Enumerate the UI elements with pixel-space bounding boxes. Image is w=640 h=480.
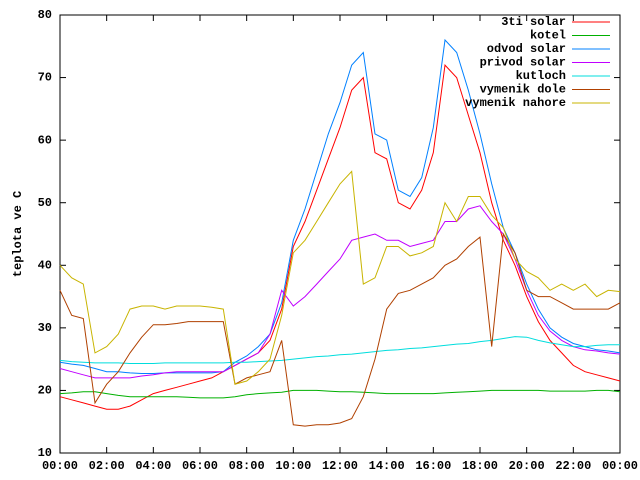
series-line: [59, 38, 621, 374]
x-tick-label: 10:00: [275, 459, 311, 473]
y-tick-label: 10: [38, 446, 52, 460]
series-line: [59, 389, 621, 399]
x-tick-label: 02:00: [89, 459, 125, 473]
x-tick-label: 20:00: [509, 459, 545, 473]
series-line: [59, 63, 621, 410]
x-tick-label: 14:00: [369, 459, 405, 473]
x-tick-label: 06:00: [182, 459, 218, 473]
x-tick-label: 04:00: [135, 459, 171, 473]
legend-label: vymenik dole: [480, 83, 566, 97]
legend-label: kutloch: [516, 69, 566, 83]
legend-label: odvod solar: [487, 42, 566, 56]
legend-label: privod solar: [480, 56, 566, 70]
legend-label: 3ti solar: [501, 15, 566, 29]
x-tick-label: 00:00: [602, 459, 638, 473]
series-line: [59, 170, 621, 385]
x-tick-label: 22:00: [555, 459, 591, 473]
legend-label: vymenik nahore: [465, 96, 566, 110]
legend-label: kotel: [530, 29, 566, 43]
x-tick-label: 16:00: [415, 459, 451, 473]
y-tick-label: 50: [38, 196, 52, 210]
x-tick-label: 12:00: [322, 459, 358, 473]
y-tick-label: 70: [38, 71, 52, 85]
y-tick-label: 60: [38, 133, 52, 147]
x-tick-label: 18:00: [462, 459, 498, 473]
y-tick-label: 30: [38, 321, 52, 335]
y-tick-label: 80: [38, 8, 52, 22]
y-tick-label: 40: [38, 258, 52, 272]
series-line: [59, 336, 620, 364]
y-axis-label: teplota ve C: [11, 191, 25, 277]
y-tick-label: 20: [38, 384, 52, 398]
x-tick-label: 08:00: [229, 459, 265, 473]
series-line: [59, 232, 621, 427]
x-tick-label: 00:00: [42, 459, 78, 473]
